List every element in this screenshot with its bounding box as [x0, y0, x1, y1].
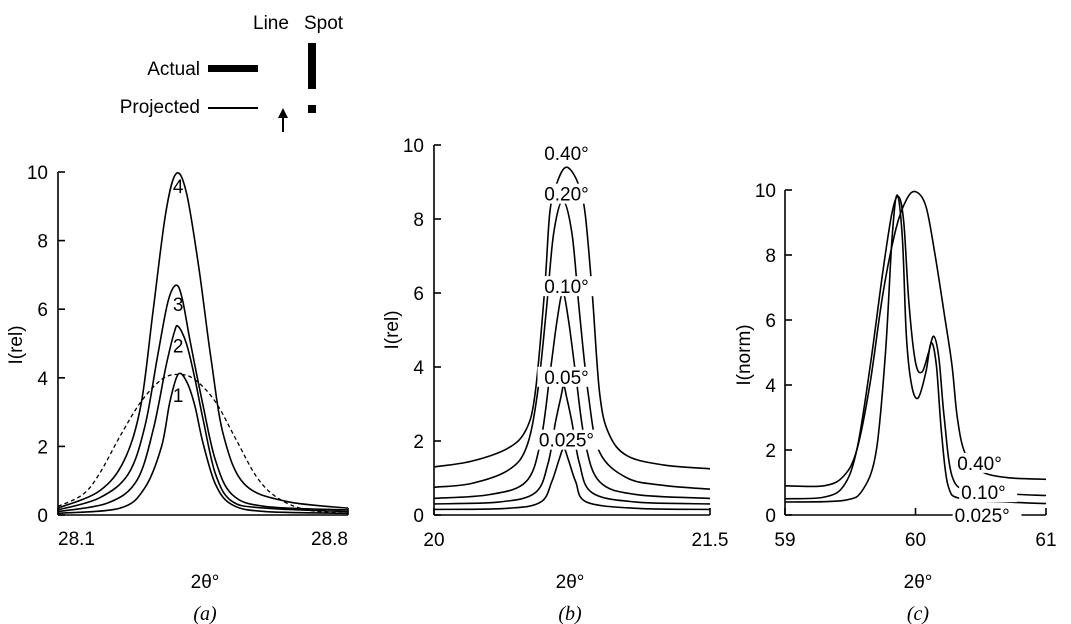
series-line-3: [57, 284, 349, 511]
series-line-0025: [784, 194, 1047, 505]
series-line-010: [784, 195, 1047, 500]
series-label: 4: [173, 177, 184, 198]
line-spot-legend: Line Spot Actual Projected: [120, 13, 344, 132]
y-axis-label: I(rel): [382, 310, 403, 349]
series-label-bg: [537, 142, 596, 163]
legend-row-actual: Actual: [147, 59, 200, 80]
series-label-bg: [955, 452, 1014, 473]
x-tick-label: 21.5: [692, 530, 729, 551]
x-tick-label: 60: [905, 530, 926, 551]
series-label-bg: [537, 183, 596, 204]
y-tick-label: 2: [765, 441, 776, 462]
series-label: 0.10°: [961, 483, 1006, 504]
y-tick-label: 8: [37, 232, 48, 253]
series-label-bg: [952, 504, 1022, 525]
x-axis-label: 2θ°: [904, 572, 933, 593]
series-label-bg: [959, 482, 1018, 503]
series-label: 1: [173, 386, 184, 407]
panel-label: (c): [907, 603, 930, 624]
y-tick-label: 10: [403, 136, 424, 157]
y-axis-label: I(rel): [6, 325, 27, 364]
x-tick-label: 61: [1035, 530, 1056, 551]
legend-row-projected: Projected: [120, 97, 200, 118]
x-tick-label: 59: [774, 530, 795, 551]
series-line-0025: [433, 447, 711, 511]
legend-spot-actual-bar: [308, 43, 316, 89]
y-tick-label: 6: [413, 284, 424, 305]
y-tick-label: 6: [37, 300, 48, 321]
series-label: 3: [173, 295, 184, 316]
arrow-up-icon: [278, 108, 288, 132]
y-tick-label: 10: [755, 181, 776, 202]
series-label-bg: [537, 366, 596, 387]
panel-label: (b): [558, 603, 582, 624]
x-tick-label: 20: [423, 530, 444, 551]
y-tick-label: 8: [413, 210, 424, 231]
y-tick-label: 0: [37, 506, 48, 527]
y-tick-label: 2: [37, 437, 48, 458]
chart-panel-a: 0 2 4 6 8 10 28.1 28.8 4 3 2 1 2θ° I(rel) (a): [6, 163, 349, 624]
chart-panel-b: 0 2 4 6 8 10 20 21.5 0.40° 0.20° 0.10° 0.05° 0.025° 2…: [382, 136, 728, 624]
y-tick-label: 6: [765, 311, 776, 332]
x-tick-label: 28.1: [58, 529, 95, 550]
legend-spot-projected-bar: [308, 105, 316, 113]
series-line-4: [57, 172, 349, 509]
y-tick-label: 2: [413, 432, 424, 453]
series-label-bg: [532, 429, 601, 450]
x-axis-label: 2θ°: [191, 572, 220, 593]
y-tick-label: 0: [765, 506, 776, 527]
series-label: 0.40°: [957, 454, 1002, 475]
series-label: 0.10°: [544, 277, 589, 298]
y-tick-label: 0: [413, 506, 424, 527]
series-label: 0.40°: [544, 144, 589, 165]
series-label-bg: [537, 276, 596, 297]
series-label: 0.025°: [539, 431, 594, 452]
series-line-040: [433, 166, 711, 470]
legend-header-spot: Spot: [304, 13, 344, 34]
legend-header-line: Line: [253, 13, 289, 34]
y-axis-label: I(norm): [734, 324, 755, 385]
y-tick-label: 4: [765, 376, 776, 397]
series-line-2: [57, 324, 349, 513]
series-label: 2: [173, 336, 184, 357]
series-line-010: [433, 292, 711, 500]
legend-line-actual-bar: [208, 65, 258, 72]
chart-panel-c: 0 2 4 6 8 10 59 60 61 0.40° 0.10°0.025° 2θ° I(norm) (…: [734, 181, 1057, 624]
y-tick-label: 8: [765, 246, 776, 267]
series-line-1: [57, 372, 349, 515]
panel-label: (a): [193, 603, 217, 624]
series-line-dashed: [57, 373, 349, 514]
series-label: 0.05°: [544, 368, 589, 389]
series-label: 0.025°: [955, 506, 1010, 527]
x-axis-label: 2θ°: [556, 572, 585, 593]
y-tick-label: 10: [27, 163, 48, 184]
y-tick-label: 4: [37, 369, 48, 390]
series-line-040: [784, 190, 1047, 488]
x-tick-label: 28.8: [311, 529, 348, 550]
y-tick-label: 4: [413, 358, 424, 379]
series-label: 0.20°: [544, 185, 589, 206]
